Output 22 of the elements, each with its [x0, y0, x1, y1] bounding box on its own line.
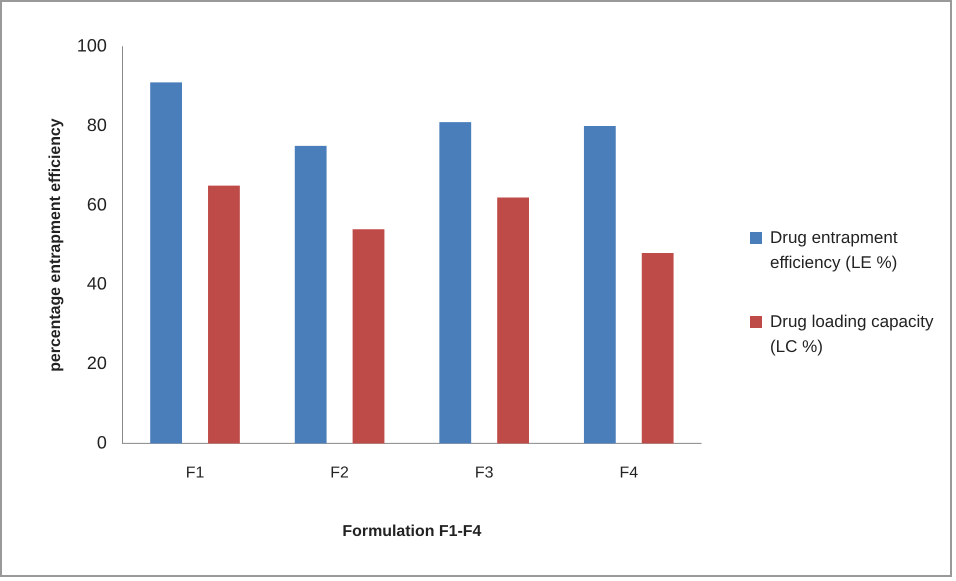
bar [294, 146, 327, 444]
bar [439, 122, 472, 444]
x-tick-label: F2 [330, 464, 350, 482]
bar [208, 186, 240, 444]
bar [352, 229, 384, 444]
x-tick-label: F4 [619, 464, 638, 482]
y-tick-label: 100 [76, 36, 107, 56]
y-tick-label: 80 [86, 115, 107, 135]
legend-label: Drug loading capacity (LC %) [770, 311, 934, 358]
x-tick-label: F1 [186, 464, 204, 482]
legend-label: Drug entrapment efficiency (LE %) [770, 227, 899, 274]
bar [497, 197, 529, 444]
y-tick-label: 20 [86, 353, 107, 374]
x-axis-title: Formulation F1-F4 [342, 523, 482, 540]
bar [150, 82, 182, 444]
x-tick-label: F3 [474, 464, 494, 482]
y-axis-title: percentage entrapment efficiency [46, 118, 64, 372]
y-tick-label: 0 [96, 432, 107, 452]
bar [642, 253, 674, 444]
bar [584, 126, 616, 444]
y-tick-label: 40 [86, 274, 107, 294]
y-tick-label: 60 [86, 194, 107, 214]
